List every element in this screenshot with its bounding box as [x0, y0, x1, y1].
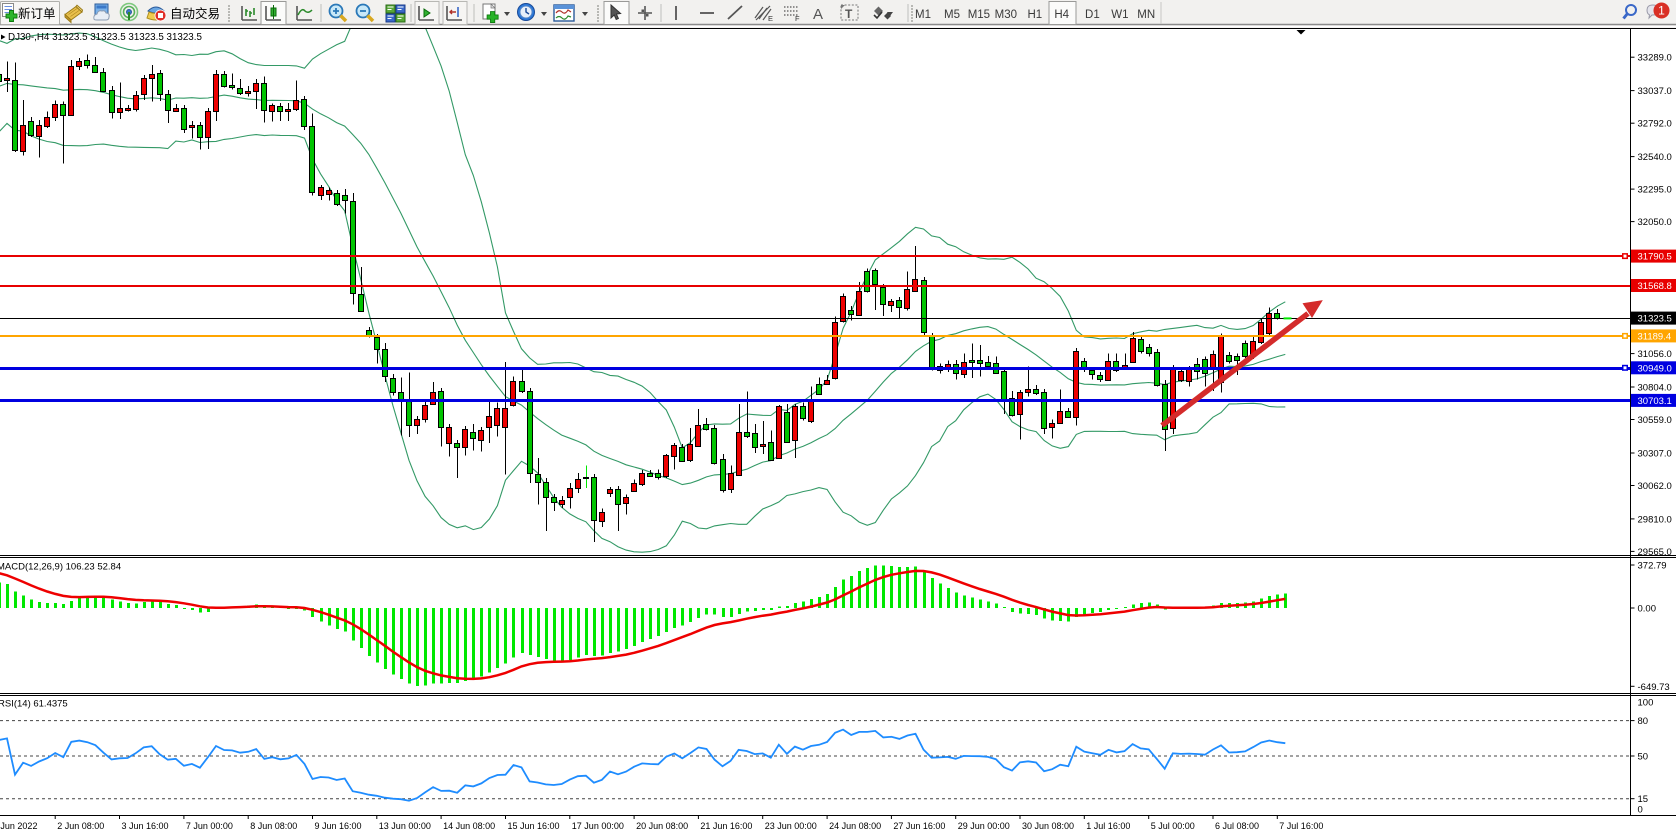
svg-text:新订单: 新订单	[18, 6, 56, 21]
svg-text:31568.8: 31568.8	[1638, 281, 1672, 292]
svg-text:3 Jun 16:00: 3 Jun 16:00	[122, 821, 169, 831]
svg-text:32295.0: 32295.0	[1638, 185, 1672, 196]
svg-text:2 Jun 08:00: 2 Jun 08:00	[57, 821, 104, 831]
svg-text:F: F	[795, 14, 800, 23]
svg-text:30307.0: 30307.0	[1638, 449, 1672, 460]
svg-text:29 Jun 00:00: 29 Jun 00:00	[958, 821, 1010, 831]
svg-text:H1: H1	[1027, 9, 1042, 21]
svg-text:MACD(12,26,9) 106.23 52.84: MACD(12,26,9) 106.23 52.84	[0, 562, 121, 573]
svg-text:7 Jun 00:00: 7 Jun 00:00	[186, 821, 233, 831]
svg-text:15: 15	[1638, 794, 1649, 805]
svg-text:17 Jun 00:00: 17 Jun 00:00	[572, 821, 624, 831]
svg-text:31790.5: 31790.5	[1638, 252, 1672, 263]
svg-text:23 Jun 00:00: 23 Jun 00:00	[765, 821, 817, 831]
svg-text:31189.4: 31189.4	[1638, 331, 1672, 342]
svg-text:80: 80	[1638, 716, 1649, 727]
svg-text:31056.0: 31056.0	[1638, 349, 1672, 360]
svg-text:31323.5: 31323.5	[1638, 314, 1672, 325]
svg-text:32540.0: 32540.0	[1638, 152, 1672, 163]
svg-text:7 Jul 16:00: 7 Jul 16:00	[1279, 821, 1323, 831]
svg-text:A: A	[813, 6, 823, 23]
svg-text:24 Jun 08:00: 24 Jun 08:00	[829, 821, 881, 831]
svg-text:D1: D1	[1085, 9, 1100, 21]
svg-text:W1: W1	[1111, 9, 1128, 21]
svg-text:M15: M15	[968, 9, 990, 21]
svg-text:T: T	[845, 7, 853, 21]
svg-text:H4: H4	[1054, 9, 1069, 21]
svg-text:29565.0: 29565.0	[1638, 547, 1672, 558]
svg-text:1 Jul 16:00: 1 Jul 16:00	[1086, 821, 1130, 831]
svg-text:20 Jun 08:00: 20 Jun 08:00	[636, 821, 688, 831]
svg-text:30703.1: 30703.1	[1638, 396, 1672, 407]
svg-text:14 Jun 08:00: 14 Jun 08:00	[443, 821, 495, 831]
svg-text:27 Jun 16:00: 27 Jun 16:00	[893, 821, 945, 831]
svg-text:MN: MN	[1137, 9, 1155, 21]
svg-text:13 Jun 00:00: 13 Jun 00:00	[379, 821, 431, 831]
svg-text:E: E	[768, 14, 773, 23]
svg-text:自动交易: 自动交易	[170, 6, 220, 21]
svg-text:30062.0: 30062.0	[1638, 481, 1672, 492]
svg-text:M30: M30	[995, 9, 1017, 21]
svg-text:15 Jun 16:00: 15 Jun 16:00	[508, 821, 560, 831]
svg-text:M5: M5	[944, 9, 960, 21]
svg-text:33289.0: 33289.0	[1638, 53, 1672, 64]
svg-text:30559.0: 30559.0	[1638, 415, 1672, 426]
svg-text:30949.0: 30949.0	[1638, 363, 1672, 374]
svg-text:1: 1	[1658, 4, 1665, 18]
svg-text:6 Jul 08:00: 6 Jul 08:00	[1215, 821, 1259, 831]
svg-text:372.79: 372.79	[1638, 561, 1667, 572]
svg-text:30804.0: 30804.0	[1638, 383, 1672, 394]
svg-text:29810.0: 29810.0	[1638, 514, 1672, 525]
svg-text:21 Jun 16:00: 21 Jun 16:00	[700, 821, 752, 831]
svg-text:RSI(14) 61.4375: RSI(14) 61.4375	[0, 699, 68, 710]
svg-text:50: 50	[1638, 752, 1649, 763]
svg-text:DJ30-,H4 31323.5 31323.5 3132: DJ30-,H4 31323.5 31323.5 31323.5 31323.5	[8, 32, 202, 43]
svg-text:5 Jul 00:00: 5 Jul 00:00	[1151, 821, 1195, 831]
svg-text:9 Jun 16:00: 9 Jun 16:00	[315, 821, 362, 831]
svg-text:100: 100	[1638, 698, 1654, 709]
svg-text:32792.0: 32792.0	[1638, 119, 1672, 130]
svg-text:0.00: 0.00	[1638, 604, 1657, 615]
svg-text:-649.73: -649.73	[1638, 682, 1670, 693]
svg-text:0: 0	[1638, 805, 1643, 816]
svg-text:M1: M1	[915, 9, 931, 21]
svg-text:1 Jun 2022: 1 Jun 2022	[0, 821, 37, 831]
svg-text:33037.0: 33037.0	[1638, 86, 1672, 97]
svg-text:30 Jun 08:00: 30 Jun 08:00	[1022, 821, 1074, 831]
svg-text:32050.0: 32050.0	[1638, 217, 1672, 228]
svg-text:8 Jun 08:00: 8 Jun 08:00	[250, 821, 297, 831]
